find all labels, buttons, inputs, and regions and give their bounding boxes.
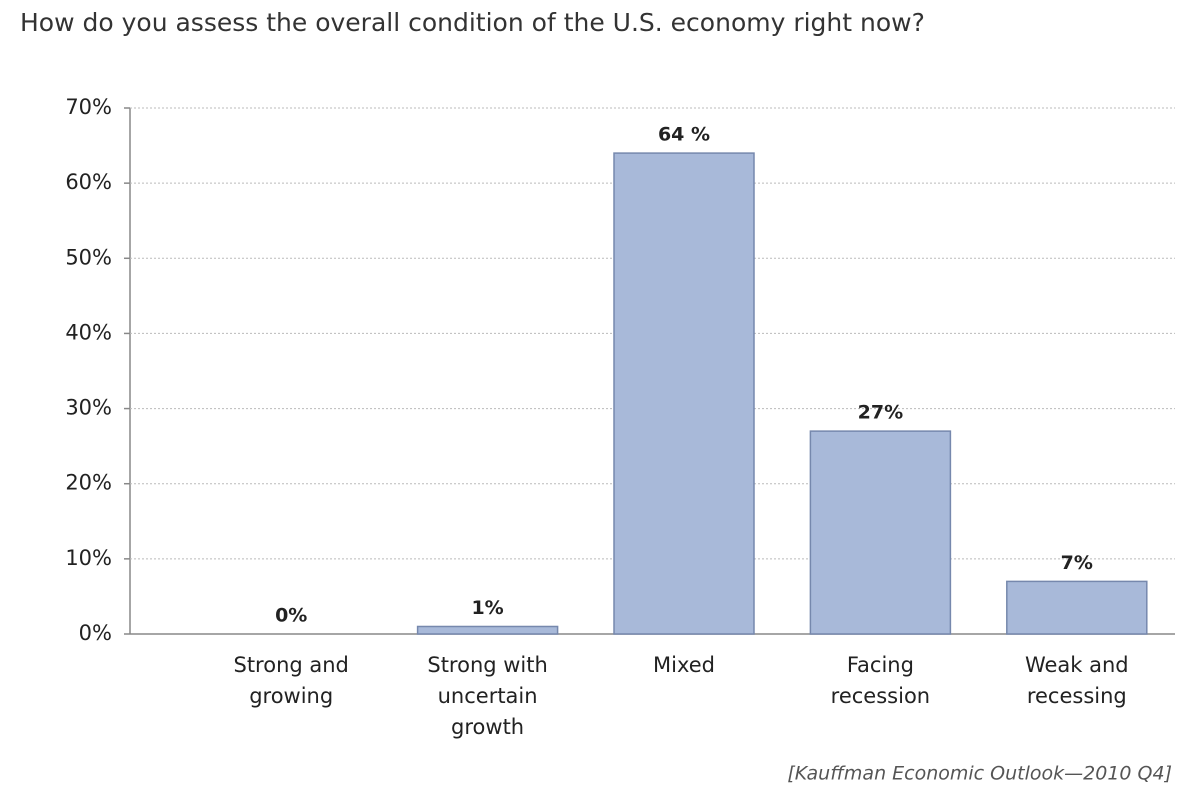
y-tick-label: 0% <box>79 621 112 645</box>
data-label: 27% <box>858 402 903 424</box>
source-note: [Kauffman Economic Outlook—2010 Q4] <box>787 763 1172 785</box>
y-tick-label: 50% <box>65 245 112 269</box>
y-tick-label: 30% <box>65 396 112 420</box>
data-label: 0% <box>275 605 307 627</box>
x-tick-label: Mixed <box>653 653 715 677</box>
data-label: 64 % <box>658 124 710 146</box>
bar <box>1006 580 1148 635</box>
bar <box>416 625 559 635</box>
x-tick-label: Strong and growing <box>233 653 348 708</box>
y-tick-label: 10% <box>65 546 112 570</box>
data-label: 7% <box>1061 552 1093 574</box>
x-tick-label: Strong with uncertain growth <box>427 653 547 739</box>
bar <box>613 152 755 635</box>
bar <box>809 430 952 635</box>
chart-title: How do you assess the overall condition … <box>20 8 925 37</box>
data-label: 1% <box>471 597 503 619</box>
y-tick-label: 70% <box>65 95 112 119</box>
x-tick-label: Weak and recessing <box>1025 653 1129 708</box>
y-tick-label: 60% <box>65 170 112 194</box>
y-tick-label: 40% <box>65 320 112 344</box>
x-tick-label: Facing recession <box>831 653 930 708</box>
y-tick-label: 20% <box>65 471 112 495</box>
